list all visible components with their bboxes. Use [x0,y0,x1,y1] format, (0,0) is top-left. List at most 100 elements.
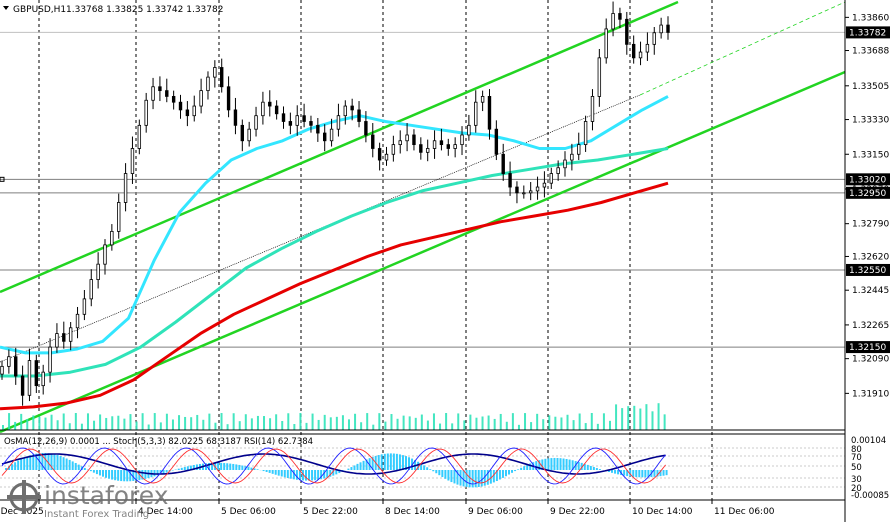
osma-bar [292,470,295,480]
osma-bar [562,458,565,470]
candle-body [611,13,615,30]
osma-bar [477,470,480,487]
osma-bar [29,455,32,470]
time-tick-label: 2 Dec 2025 [0,507,44,517]
volume-bar [341,415,344,430]
volume-bar [208,413,211,430]
osma-bar [71,461,74,470]
moving-averages [0,95,669,411]
osma-bar [623,470,626,476]
osma-bar [644,470,647,478]
price-tag-label: 1.32150 [849,343,886,353]
osma-bar [59,456,62,470]
price-tick-label: 1.32790 [852,220,889,230]
volume-bar [524,413,527,430]
volume-bar [548,415,551,430]
price-tick-label: 1.31910 [852,389,889,399]
osma-bar [256,469,259,470]
candle-body [316,124,320,134]
osma-bar [74,462,77,470]
osma-bar [156,470,159,476]
candle-body [535,186,540,192]
volume-bar [572,420,575,430]
candle-body [467,124,471,136]
price-axis: 1.33860 1.33688 1.33505 1.33330 1.33150 1.329… [845,13,889,399]
candle-body [480,96,485,103]
osma-bar [286,470,289,479]
osma-bar [489,470,492,484]
osma-bar [392,453,395,470]
osma-bar [338,470,341,474]
ma-line-1 [0,95,669,355]
osma-bar [365,459,368,470]
osma-bar [429,469,432,470]
volume-bar [463,420,466,430]
osma-bar [577,461,580,470]
volume-bar [390,414,393,430]
osma-bar [244,466,247,470]
brand-watermark: instaforex Instant Forex Trading [7,480,169,520]
volume-bar [530,422,533,430]
osma-bar [171,470,174,471]
volume-bar [505,421,508,430]
candle-body [96,263,100,280]
osma-bar [526,464,529,470]
collapse-triangle-icon[interactable] [3,6,9,10]
volume-bar [663,414,666,430]
osma-bar [368,458,371,470]
candle-body [597,57,602,97]
candle-body [185,109,190,117]
osma-bar [647,470,650,478]
volume-bar [615,404,618,430]
osma-bar [544,458,547,470]
osma-bar [608,470,610,472]
candle-body [625,18,629,45]
osma-bar [556,457,559,470]
osma-bar [592,466,595,470]
volume-bar [184,416,187,430]
osma-bar [14,462,17,470]
candle-body [89,279,93,300]
volume-bar [554,416,557,430]
candle-body [288,121,293,126]
osma-bar [535,461,538,470]
osma-bar [638,470,641,478]
candle-body [494,128,499,155]
volume-bar [111,416,114,430]
volume-bar [439,423,442,430]
candle-body [453,144,457,149]
volume-bar [159,422,162,430]
osma-bar [653,470,656,477]
osma-bar [480,470,483,487]
osc-scale-label: 50 [851,463,862,473]
osma-bar [438,470,441,476]
osma-bar [420,463,423,470]
osma-bar [435,470,438,474]
osma-bar [404,456,407,470]
candle-body [604,28,608,59]
candle-body [377,148,382,161]
candle-body [425,148,430,153]
volume-bar [402,415,405,430]
osma-bar [211,462,214,470]
osma-bar [362,460,365,470]
volume-bar [627,406,630,430]
osma-bar [389,453,392,470]
oscillator-label: OsMA(12,26,9) 0.0001 ... Stoch(5,3,3) 82… [4,437,313,447]
volume-bar [129,414,132,430]
candle-body [439,140,444,146]
time-tick-label: 8 Dec 14:00 [385,507,440,517]
osma-bar [53,454,56,470]
candle-body [55,333,59,348]
volume-bar [26,419,29,430]
osma-bar [144,470,147,479]
volume-bar [68,423,71,430]
osma-bar [192,464,195,470]
osma-bar [120,470,123,482]
candle-body [268,101,272,107]
osma-bar [162,470,165,474]
candle-body [302,115,306,122]
osma-bar [247,466,250,470]
osma-bar [20,458,23,470]
